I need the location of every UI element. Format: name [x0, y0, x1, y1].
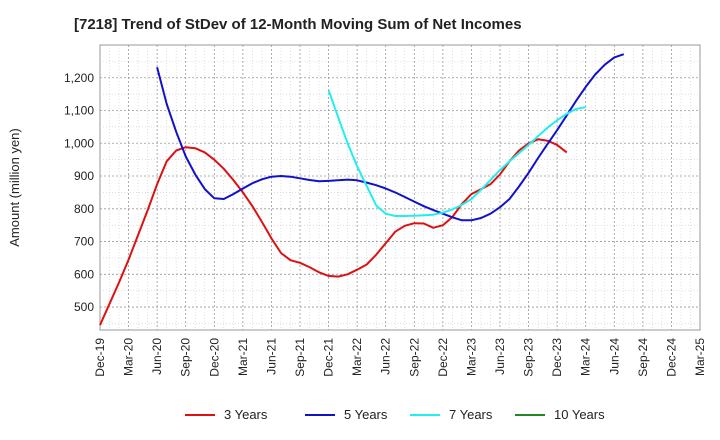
x-tick-label: Mar-23 [464, 338, 478, 376]
x-tick-label: Jun-20 [150, 338, 164, 375]
y-tick-label: 1,000 [64, 136, 94, 150]
legend-label: 5 Years [344, 407, 388, 422]
legend-label: 7 Years [449, 407, 493, 422]
x-tick-label: Dec-22 [436, 338, 450, 377]
y-tick-label: 500 [74, 300, 94, 314]
y-tick-label: 1,100 [64, 104, 94, 118]
legend-label: 10 Years [554, 407, 605, 422]
x-tick-label: Jun-22 [379, 338, 393, 375]
x-tick-label: Sep-24 [636, 338, 650, 377]
x-tick-label: Mar-22 [350, 338, 364, 376]
plot-area [99, 44, 701, 331]
y-tick-label: 700 [74, 235, 94, 249]
x-tick-label: Jun-24 [607, 338, 621, 375]
x-tick-label: Sep-22 [407, 338, 421, 377]
x-tick-label: Mar-24 [579, 338, 593, 376]
x-tick-label: Dec-23 [550, 338, 564, 377]
x-tick-label: Jun-23 [493, 338, 507, 375]
x-tick-label: Sep-20 [179, 338, 193, 377]
series-line-5-years [156, 53, 625, 222]
x-tick-label: Sep-21 [293, 338, 307, 377]
y-tick-label: 1,200 [64, 71, 94, 85]
x-tick-label: Mar-21 [236, 338, 250, 376]
x-tick-label: Mar-20 [122, 338, 136, 376]
series-line-7-years [327, 89, 586, 217]
x-tick-label: Mar-25 [693, 338, 707, 376]
x-tick-label: Sep-23 [522, 338, 536, 377]
x-tick-label: Dec-24 [664, 338, 678, 377]
x-tick-label: Dec-19 [93, 338, 107, 377]
y-tick-label: 900 [74, 169, 94, 183]
chart-title: [7218] Trend of StDev of 12-Month Moving… [74, 16, 522, 33]
y-axis-label: Amount (million yen) [7, 128, 22, 247]
series-line-3-years [99, 138, 568, 326]
y-tick-label: 600 [74, 267, 94, 281]
y-tick-label: 800 [74, 202, 94, 216]
legend-label: 3 Years [224, 407, 268, 422]
x-tick-label: Dec-21 [322, 338, 336, 377]
x-tick-label: Dec-20 [207, 338, 221, 377]
x-tick-label: Jun-21 [264, 338, 278, 375]
